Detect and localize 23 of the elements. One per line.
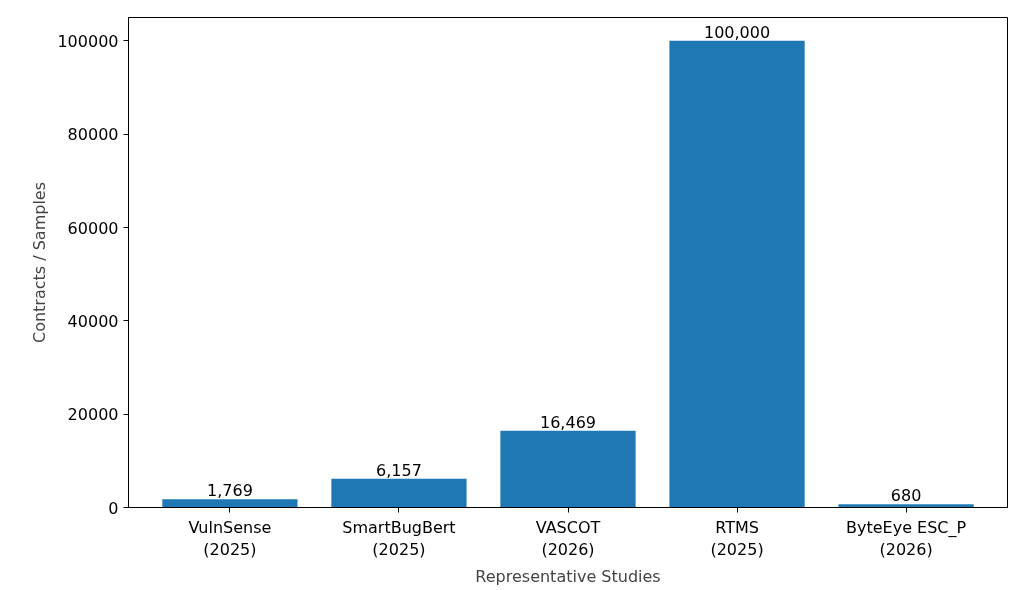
data-label: 100,000	[703, 22, 771, 42]
x-tick-label: ByteEye ESC_P (2026)	[846, 517, 967, 560]
bar	[669, 40, 805, 508]
y-axis-title: Contracts / Samples	[30, 181, 50, 344]
data-label: 16,469	[540, 412, 596, 432]
y-tick-label: 60000	[67, 218, 119, 238]
y-tick-label: 40000	[67, 311, 119, 331]
bar	[500, 430, 636, 508]
data-label: 680	[890, 486, 922, 506]
y-tick-label: 20000	[67, 405, 119, 425]
x-tick-label: RTMS (2025)	[710, 517, 764, 560]
y-tick-label: 80000	[67, 125, 119, 145]
x-axis-title: Representative Studies	[475, 567, 661, 587]
y-tick-label: 0	[108, 498, 119, 518]
x-tick-label: VulnSense (2025)	[188, 517, 272, 560]
x-tick-label: VASCOT (2026)	[535, 517, 601, 560]
data-label: 6,157	[376, 460, 422, 480]
bar	[162, 499, 298, 508]
x-tick-label: SmartBugBert (2025)	[342, 517, 456, 560]
y-tick-label: 100000	[57, 31, 119, 51]
data-label: 1,769	[207, 481, 253, 501]
bar	[331, 478, 467, 508]
bar	[838, 504, 974, 508]
